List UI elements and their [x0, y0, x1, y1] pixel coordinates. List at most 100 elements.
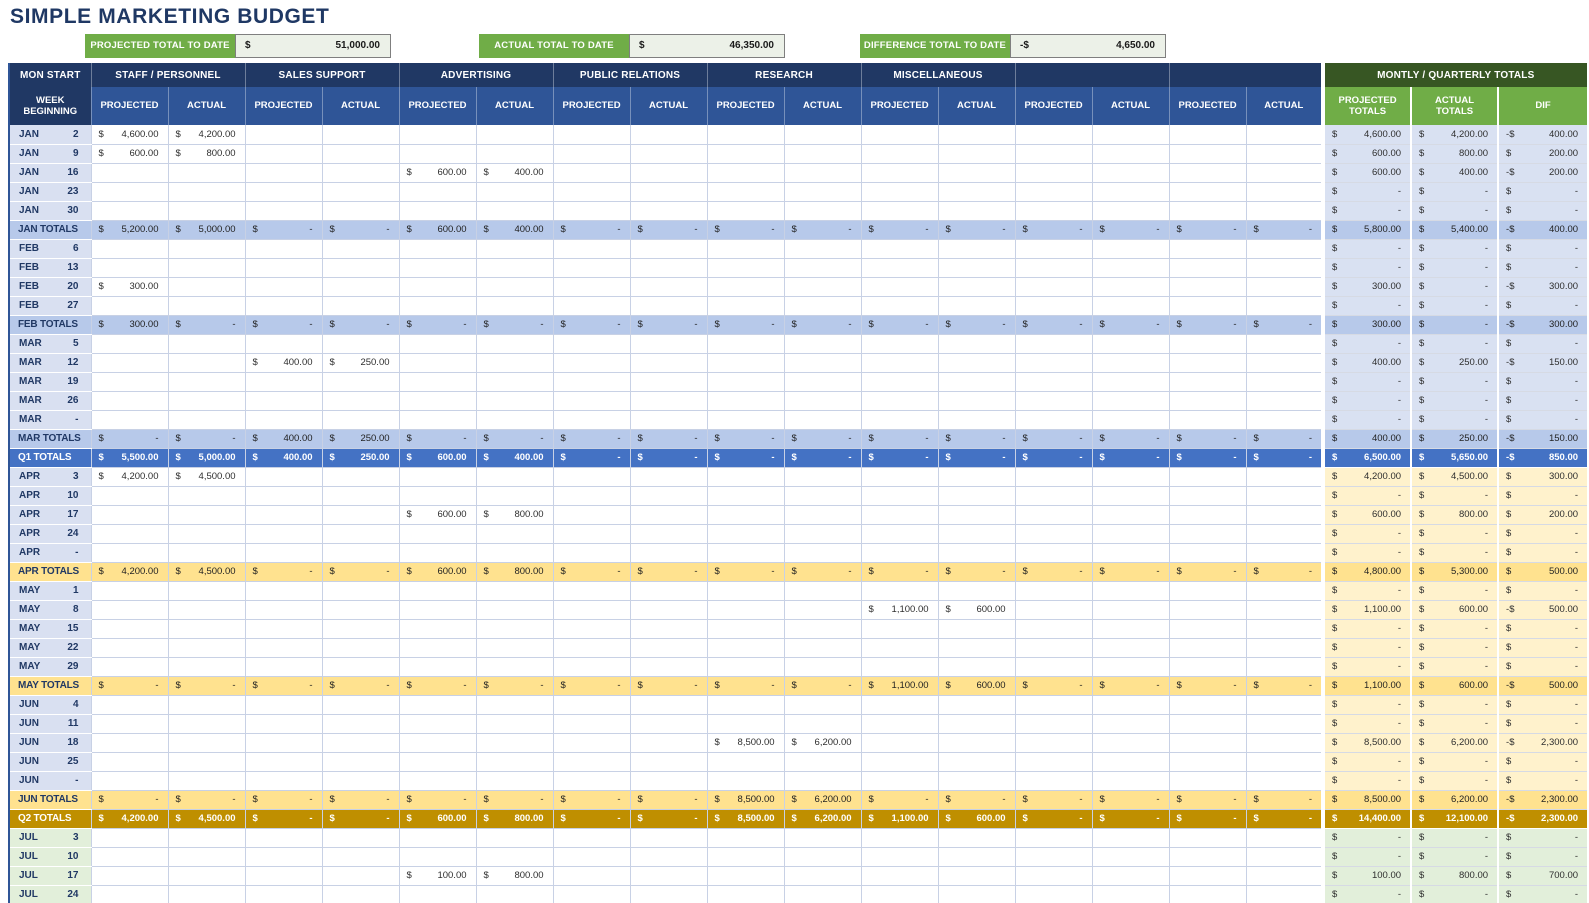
- cell[interactable]: [630, 258, 708, 278]
- cell[interactable]: [322, 277, 400, 297]
- row-label[interactable]: MAY 29: [9, 657, 92, 677]
- cell[interactable]: $ -: [553, 315, 631, 335]
- cell[interactable]: $ -: [861, 220, 939, 240]
- cell[interactable]: $ -: [476, 790, 554, 810]
- cell[interactable]: [861, 467, 939, 487]
- cell[interactable]: [553, 657, 631, 677]
- cell[interactable]: [322, 866, 400, 886]
- cell[interactable]: [938, 163, 1016, 183]
- cell[interactable]: [1092, 543, 1170, 563]
- cell[interactable]: $ -: [168, 429, 246, 449]
- cell[interactable]: [1246, 524, 1324, 544]
- total-cell[interactable]: $ -: [1410, 315, 1499, 335]
- total-cell[interactable]: $700.00: [1497, 866, 1588, 886]
- cell[interactable]: [553, 239, 631, 259]
- total-cell[interactable]: $300.00: [1321, 277, 1412, 297]
- cell[interactable]: [91, 524, 169, 544]
- cell[interactable]: [168, 581, 246, 601]
- cell[interactable]: [938, 543, 1016, 563]
- cell[interactable]: [322, 657, 400, 677]
- cell[interactable]: [1246, 372, 1324, 392]
- cell[interactable]: [861, 638, 939, 658]
- total-cell[interactable]: -$ 200.00: [1497, 163, 1588, 183]
- cell[interactable]: $400.00: [476, 220, 554, 240]
- row-label[interactable]: Q1 TOTALS: [9, 448, 92, 468]
- cell[interactable]: [245, 125, 323, 145]
- cell[interactable]: [1246, 239, 1324, 259]
- total-cell[interactable]: $ -: [1321, 828, 1412, 848]
- cell[interactable]: [1246, 258, 1324, 278]
- cell[interactable]: [476, 467, 554, 487]
- total-cell[interactable]: $ -: [1321, 296, 1412, 316]
- total-cell[interactable]: -$ 2,300.00: [1497, 809, 1588, 828]
- cell[interactable]: [322, 467, 400, 487]
- cell[interactable]: [630, 828, 708, 848]
- cell[interactable]: [707, 486, 785, 506]
- cell[interactable]: $ -: [322, 676, 400, 696]
- cell[interactable]: [784, 258, 862, 278]
- cell[interactable]: [1169, 714, 1247, 734]
- cell[interactable]: $ -: [168, 315, 246, 335]
- cell[interactable]: [630, 866, 708, 886]
- cell[interactable]: [1015, 353, 1093, 373]
- total-cell[interactable]: $4,500.00: [1410, 467, 1499, 487]
- cell[interactable]: [245, 771, 323, 791]
- cell[interactable]: [399, 695, 477, 715]
- cell[interactable]: [707, 581, 785, 601]
- cell[interactable]: [630, 657, 708, 677]
- cell[interactable]: $ -: [630, 429, 708, 449]
- cell[interactable]: [399, 733, 477, 753]
- cell[interactable]: [91, 657, 169, 677]
- cell[interactable]: [245, 486, 323, 506]
- cell[interactable]: [1015, 239, 1093, 259]
- total-cell[interactable]: $ -: [1410, 543, 1499, 563]
- row-label[interactable]: MAY 22: [9, 638, 92, 658]
- cell[interactable]: [91, 714, 169, 734]
- cell[interactable]: [553, 372, 631, 392]
- cell[interactable]: [1246, 334, 1324, 354]
- cell[interactable]: $ -: [553, 220, 631, 240]
- cell[interactable]: [476, 239, 554, 259]
- cell[interactable]: [399, 258, 477, 278]
- cell[interactable]: $8,500.00: [707, 733, 785, 753]
- cell[interactable]: [938, 296, 1016, 316]
- cell[interactable]: $600.00: [938, 676, 1016, 696]
- cell[interactable]: [630, 410, 708, 430]
- cell[interactable]: [784, 334, 862, 354]
- cell[interactable]: [1015, 277, 1093, 297]
- total-cell[interactable]: $ -: [1410, 657, 1499, 677]
- cell[interactable]: [1015, 885, 1093, 903]
- cell[interactable]: [630, 847, 708, 867]
- total-cell[interactable]: -$ 400.00: [1497, 220, 1588, 240]
- cell[interactable]: $ -: [1015, 220, 1093, 240]
- projected-total-value[interactable]: $ 51,000.00: [235, 33, 391, 58]
- cell[interactable]: [1092, 391, 1170, 411]
- total-cell[interactable]: $ -: [1410, 239, 1499, 259]
- cell[interactable]: [322, 695, 400, 715]
- cell[interactable]: $ -: [322, 809, 400, 829]
- total-cell[interactable]: $ -: [1410, 828, 1499, 848]
- cell[interactable]: [938, 144, 1016, 164]
- cell[interactable]: $5,000.00: [168, 448, 246, 468]
- cell[interactable]: $800.00: [476, 562, 554, 582]
- cell[interactable]: [630, 163, 708, 183]
- cell[interactable]: [1015, 543, 1093, 563]
- cell[interactable]: [707, 885, 785, 903]
- cell[interactable]: [861, 828, 939, 848]
- cell[interactable]: [861, 581, 939, 601]
- cell[interactable]: [1092, 733, 1170, 753]
- cell[interactable]: [784, 752, 862, 772]
- total-cell[interactable]: $600.00: [1321, 505, 1412, 525]
- cell[interactable]: $ -: [245, 790, 323, 810]
- cell[interactable]: [1169, 581, 1247, 601]
- total-cell[interactable]: $ -: [1321, 847, 1412, 867]
- cell[interactable]: [784, 391, 862, 411]
- cell[interactable]: [1246, 296, 1324, 316]
- total-cell[interactable]: $ -: [1410, 771, 1499, 791]
- cell[interactable]: [476, 334, 554, 354]
- cell[interactable]: $5,000.00: [168, 220, 246, 240]
- cell[interactable]: $ -: [1015, 315, 1093, 335]
- cell[interactable]: $ -: [784, 676, 862, 696]
- cell[interactable]: [861, 866, 939, 886]
- cell[interactable]: [476, 619, 554, 639]
